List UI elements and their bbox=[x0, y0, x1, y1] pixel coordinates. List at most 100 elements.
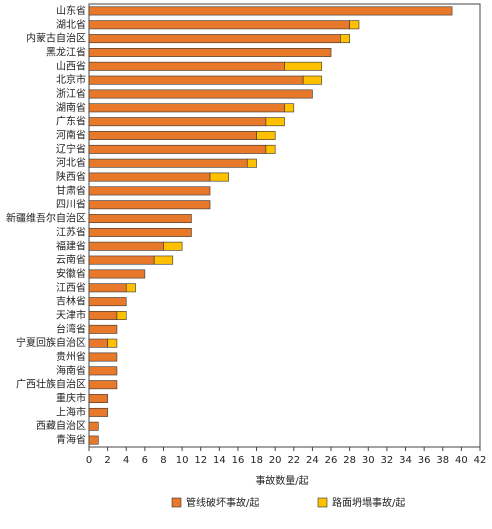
bar-segment bbox=[284, 61, 323, 71]
y-tick-label: 河南省 bbox=[56, 129, 86, 142]
bar-segment bbox=[88, 144, 267, 154]
x-tick-label: 10 bbox=[176, 455, 189, 466]
x-tick-label: 28 bbox=[343, 455, 356, 466]
bar-segment bbox=[88, 324, 118, 334]
bar-segment bbox=[153, 255, 174, 265]
bar-segment bbox=[88, 61, 285, 71]
bar-segment bbox=[349, 20, 360, 30]
bar-segment bbox=[88, 172, 211, 182]
legend-swatch bbox=[171, 497, 182, 508]
legend-swatch bbox=[317, 497, 328, 508]
y-tick-label: 内蒙古自治区 bbox=[26, 32, 86, 45]
bar-segment bbox=[88, 435, 99, 445]
x-tick-label: 36 bbox=[418, 455, 431, 466]
x-tick-label: 4 bbox=[123, 455, 129, 466]
bar-segment bbox=[88, 255, 155, 265]
y-tick-label: 山东省 bbox=[56, 4, 86, 17]
bar-segment bbox=[265, 144, 276, 154]
bar-segment bbox=[256, 131, 276, 140]
x-tick-label: 12 bbox=[194, 455, 207, 466]
x-tick-label: 2 bbox=[104, 455, 110, 466]
y-tick-label: 天津市 bbox=[56, 308, 86, 321]
x-tick-label: 16 bbox=[232, 455, 245, 466]
bar-segment bbox=[88, 311, 118, 320]
y-tick-label: 辽宁省 bbox=[56, 142, 86, 155]
bar-segment bbox=[88, 158, 248, 168]
x-tick-label: 6 bbox=[142, 455, 148, 466]
y-tick-label: 宁夏回族自治区 bbox=[16, 336, 86, 349]
y-tick-label: 江西省 bbox=[56, 281, 86, 294]
bar-segment bbox=[125, 283, 136, 293]
bar-segment bbox=[88, 227, 192, 237]
y-tick-label: 山西省 bbox=[56, 59, 86, 72]
x-tick-label: 42 bbox=[474, 455, 487, 466]
y-tick-label: 广西壮族自治区 bbox=[16, 378, 86, 391]
y-tick-label: 福建省 bbox=[56, 239, 86, 252]
y-tick-label: 浙江省 bbox=[56, 87, 86, 100]
bar-segment bbox=[88, 421, 99, 431]
bar-segment bbox=[265, 117, 285, 127]
y-tick-label: 四川省 bbox=[56, 198, 86, 211]
x-tick-label: 0 bbox=[86, 455, 92, 466]
bar-segment bbox=[88, 269, 146, 279]
bar-segment bbox=[88, 394, 108, 403]
bar-segment bbox=[88, 380, 118, 390]
bar-segment bbox=[88, 47, 332, 57]
y-tick-label: 甘肃省 bbox=[56, 184, 86, 197]
y-tick-label: 黑龙江省 bbox=[46, 45, 86, 58]
bar-segment bbox=[88, 297, 127, 307]
y-tick-label: 陕西省 bbox=[56, 170, 86, 183]
x-tick-label: 22 bbox=[287, 455, 300, 466]
y-tick-label: 海南省 bbox=[56, 364, 86, 377]
bar-segment bbox=[246, 158, 257, 168]
bar-segment bbox=[116, 311, 127, 320]
y-tick-label: 吉林省 bbox=[56, 295, 86, 308]
bar-segment bbox=[88, 103, 285, 113]
bar-segment bbox=[88, 34, 341, 44]
bar-segment bbox=[88, 338, 108, 348]
bar-segment bbox=[88, 75, 304, 85]
bar-segment bbox=[88, 20, 350, 30]
plot-frame bbox=[88, 3, 481, 448]
bar-segment bbox=[340, 34, 350, 44]
y-tick-label: 河北省 bbox=[56, 156, 86, 169]
y-tick-label: 北京市 bbox=[56, 73, 86, 86]
bar-segment bbox=[88, 283, 127, 293]
x-tick-label: 24 bbox=[306, 455, 319, 466]
y-tick-label: 江苏省 bbox=[56, 225, 86, 238]
x-tick-label: 34 bbox=[399, 455, 412, 466]
legend-label: 管线破坏事故/起 bbox=[186, 496, 259, 509]
x-axis-label: 事故数量/起 bbox=[255, 474, 308, 487]
x-tick-label: 32 bbox=[381, 455, 394, 466]
y-tick-label: 安徽省 bbox=[56, 267, 86, 280]
x-tick-label: 38 bbox=[436, 455, 449, 466]
y-tick-label: 云南省 bbox=[56, 253, 86, 266]
y-tick-label: 台湾省 bbox=[56, 322, 86, 335]
y-tick-label: 湖北省 bbox=[56, 18, 86, 31]
x-tick-label: 30 bbox=[362, 455, 375, 466]
bar-segment bbox=[88, 186, 211, 196]
bar-segment bbox=[88, 200, 211, 210]
bar-segment bbox=[88, 407, 108, 417]
y-tick-label: 重庆市 bbox=[56, 392, 86, 405]
y-tick-label: 西藏自治区 bbox=[36, 419, 86, 432]
x-tick-label: 20 bbox=[269, 455, 282, 466]
bar-segment bbox=[209, 172, 229, 182]
y-tick-label: 青海省 bbox=[56, 433, 86, 446]
bar-segment bbox=[284, 103, 295, 113]
bar-segment bbox=[88, 214, 192, 224]
bar-segment bbox=[88, 6, 453, 16]
y-tick-label: 广东省 bbox=[56, 115, 86, 128]
y-tick-label: 贵州省 bbox=[56, 350, 86, 363]
y-tick-label: 上海市 bbox=[56, 405, 86, 418]
x-tick-label: 40 bbox=[455, 455, 468, 466]
legend-label: 路面坍塌事故/起 bbox=[332, 496, 405, 509]
bar-segment bbox=[88, 131, 257, 140]
bar-segment bbox=[88, 352, 118, 362]
x-tick-label: 26 bbox=[325, 455, 338, 466]
bar-segment bbox=[88, 89, 313, 99]
x-tick-label: 8 bbox=[160, 455, 166, 466]
x-tick-label: 18 bbox=[250, 455, 263, 466]
y-tick-label: 新疆维吾尔自治区 bbox=[6, 212, 86, 225]
x-tick-label: 14 bbox=[213, 455, 226, 466]
